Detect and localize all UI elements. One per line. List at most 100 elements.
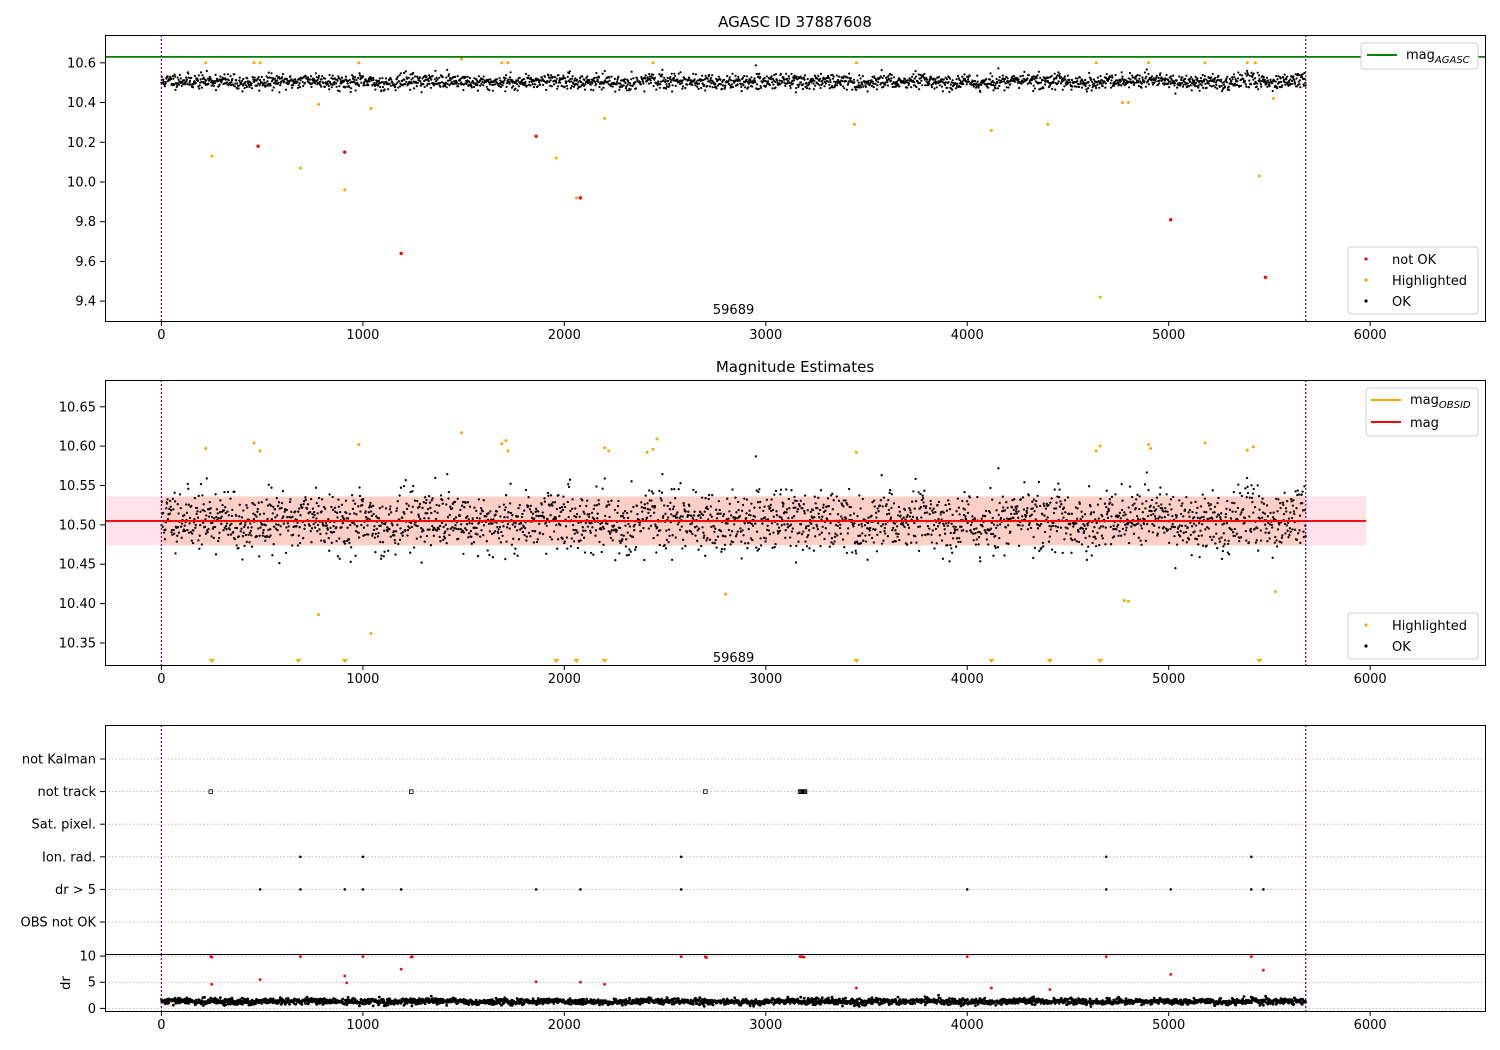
ok-point	[708, 538, 712, 541]
ok-point	[582, 510, 585, 513]
ok-point	[430, 499, 433, 502]
ok-point	[573, 79, 576, 82]
ok-point	[794, 77, 797, 80]
ok-point	[883, 529, 886, 533]
ok-point	[811, 508, 815, 512]
ok-point	[282, 515, 285, 518]
ok-point	[364, 510, 367, 513]
ok-point	[1053, 77, 1056, 80]
ok-point	[775, 510, 778, 513]
ok-point	[315, 517, 318, 520]
highlighted-point	[1271, 97, 1275, 101]
ok-point	[1144, 85, 1147, 88]
ok-point	[575, 529, 578, 532]
ok-point	[667, 79, 670, 82]
ok-point	[237, 84, 240, 87]
ok-point	[650, 499, 653, 502]
ok-point	[311, 512, 314, 516]
ok-point	[1266, 85, 1269, 88]
ok-point	[791, 527, 794, 530]
ok-point	[176, 503, 179, 506]
ok-point	[701, 79, 705, 82]
ok-point	[1187, 85, 1191, 88]
ok-point	[301, 80, 304, 83]
ok-point	[906, 543, 909, 546]
ok-point	[203, 82, 207, 85]
ok-point	[387, 88, 390, 91]
ok-point	[697, 527, 701, 530]
ok-point	[834, 523, 838, 527]
ok-point	[1064, 526, 1067, 529]
ok-point	[1124, 529, 1128, 532]
ok-point	[1047, 540, 1051, 543]
ok-point	[1166, 82, 1169, 85]
ok-point	[471, 522, 474, 525]
ok-point	[560, 505, 564, 509]
ok-point	[545, 524, 548, 527]
ok-point	[759, 537, 762, 540]
ok-point	[1110, 515, 1113, 518]
ok-point	[1033, 546, 1037, 550]
ok-point	[492, 531, 495, 535]
ok-point	[378, 77, 381, 80]
ok-point	[1156, 532, 1159, 535]
ok-point	[669, 501, 672, 504]
ok-point	[422, 501, 425, 504]
ok-point	[881, 505, 884, 508]
ok-point	[794, 506, 797, 509]
ok-point	[269, 534, 272, 537]
ok-point	[331, 83, 334, 86]
ok-point	[233, 73, 236, 76]
ok-point	[261, 81, 264, 84]
not-ok-point	[1169, 218, 1173, 222]
ok-point	[187, 72, 190, 75]
ok-point	[558, 514, 561, 518]
ok-point	[1070, 512, 1074, 515]
ok-point	[711, 541, 714, 544]
ok-point	[1180, 81, 1184, 84]
ok-point	[461, 529, 464, 532]
ok-point	[893, 81, 897, 84]
ok-point	[343, 542, 347, 545]
ok-point	[715, 508, 718, 511]
ok-point	[1279, 80, 1283, 84]
ok-point	[1301, 76, 1304, 79]
ok-point	[821, 525, 824, 529]
ok-point	[481, 78, 484, 81]
ok-point	[162, 531, 166, 534]
ok-point	[203, 509, 206, 513]
ok-point	[659, 83, 662, 86]
ok-point	[580, 533, 584, 536]
ok-point	[955, 87, 958, 90]
ok-point	[774, 542, 777, 546]
ok-point	[950, 547, 953, 550]
ok-point	[1078, 502, 1081, 506]
ok-point	[692, 72, 695, 75]
ok-point	[701, 513, 705, 517]
ok-point	[370, 514, 374, 518]
ok-point	[198, 534, 201, 537]
ok-point	[420, 526, 423, 530]
ok-point	[1174, 567, 1177, 570]
ok-point	[944, 81, 948, 84]
ok-point	[197, 494, 200, 498]
ok-point	[1039, 76, 1042, 79]
ok-point	[1154, 80, 1157, 83]
ok-point	[1172, 74, 1175, 77]
ok-point	[624, 524, 627, 527]
ok-point	[429, 544, 433, 547]
ok-point	[244, 81, 247, 84]
ok-point	[275, 523, 278, 526]
ok-point	[1143, 80, 1146, 83]
ok-point	[1066, 496, 1070, 499]
ok-point	[589, 551, 593, 555]
ok-point	[489, 522, 492, 525]
ok-point	[884, 81, 887, 84]
ok-point	[578, 79, 581, 82]
ok-point	[880, 524, 883, 528]
ok-point	[935, 80, 938, 83]
ok-point	[795, 75, 798, 78]
ok-point	[283, 80, 286, 83]
ok-point	[1007, 86, 1010, 89]
ok-point	[788, 77, 791, 80]
